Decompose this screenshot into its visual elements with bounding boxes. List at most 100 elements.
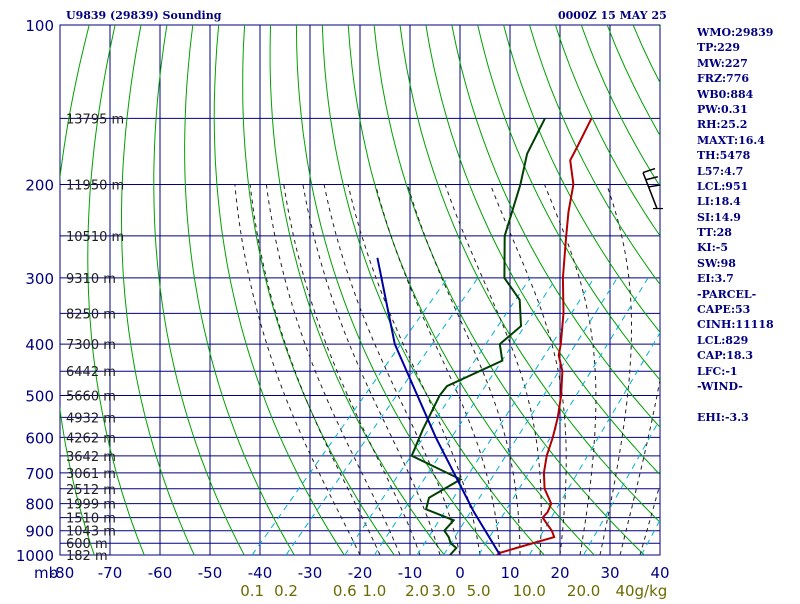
stat-item: FRZ:776 xyxy=(697,71,774,86)
stat-item: SI:14.9 xyxy=(697,210,774,225)
moist-adiabat-line xyxy=(407,185,520,556)
time-label: 0000Z 15 MAY 25 xyxy=(558,9,667,22)
mixing-ratio-label: 3.0 xyxy=(432,582,456,600)
wind-barb-feather xyxy=(649,185,661,187)
dry-adiabat-line xyxy=(154,25,245,555)
moist-adiabat-line xyxy=(490,185,566,556)
dry-adiabat-line xyxy=(122,25,195,555)
stat-item: -WIND- xyxy=(697,379,774,394)
stat-item: TP:229 xyxy=(697,40,774,55)
height-label: 4932 m xyxy=(66,411,116,426)
dry-adiabat-line xyxy=(214,25,344,555)
height-label: 5660 m xyxy=(66,389,116,404)
height-label: 4262 m xyxy=(66,431,116,446)
mixing-ratio-line xyxy=(252,278,447,555)
pressure-tick-label: 200 xyxy=(25,177,54,195)
mixing-ratio-label: 0.6 xyxy=(333,582,357,600)
stat-item xyxy=(697,394,774,409)
height-label: 7300 m xyxy=(66,338,116,353)
stat-item: TT:28 xyxy=(697,225,774,240)
mixing-ratio-line xyxy=(444,278,618,555)
height-label: 6442 m xyxy=(66,365,116,380)
stat-item: PW:0.31 xyxy=(697,102,774,117)
pressure-tick-label: 100 xyxy=(25,17,54,35)
y-unit-label: mb xyxy=(34,564,58,582)
mixing-ratio-label: 0.2 xyxy=(274,582,298,600)
moist-adiabats xyxy=(235,185,772,556)
stat-item: MAXT:16.4 xyxy=(697,133,774,148)
stat-item: CAPE:53 xyxy=(697,302,774,317)
mixing-ratio-label: 1.0 xyxy=(362,582,386,600)
pressure-tick-label: 1000 xyxy=(16,547,54,565)
temperature-tick-label: -60 xyxy=(148,564,173,582)
dry-adiabat-line xyxy=(400,25,694,555)
pressure-tick-label: 700 xyxy=(25,465,54,483)
height-label: 9310 m xyxy=(66,272,116,287)
stat-item: WB0:884 xyxy=(697,87,774,102)
moist-adiabat-line xyxy=(303,185,440,556)
temperature-tick-label: -10 xyxy=(398,564,423,582)
dry-adiabats xyxy=(52,25,800,555)
stat-item: CAP:18.3 xyxy=(697,348,774,363)
height-label: 13795 m xyxy=(66,112,124,127)
dewpoint-trace xyxy=(412,118,545,555)
height-label: 3642 m xyxy=(66,450,116,465)
temperature-tick-label: -20 xyxy=(348,564,373,582)
parcel-trace xyxy=(377,258,500,555)
mixing-ratio-label: 20.0 xyxy=(567,582,600,600)
temperature-tick-label: 30 xyxy=(600,564,619,582)
height-label: 8250 m xyxy=(66,307,116,322)
stat-item: -PARCEL- xyxy=(697,287,774,302)
stat-item: L57:4.7 xyxy=(697,164,774,179)
stat-item: LFC:-1 xyxy=(697,364,774,379)
temperature-tick-label: -70 xyxy=(98,564,123,582)
moist-adiabat-line xyxy=(284,185,420,556)
stat-item: EI:3.7 xyxy=(697,271,774,286)
mixing-ratio-line xyxy=(417,278,594,555)
mixing-ratio-label: 10.0 xyxy=(513,582,546,600)
temperature-tick-label: 0 xyxy=(455,564,465,582)
height-label: 2512 m xyxy=(66,483,116,498)
stat-item: WMO:29839 xyxy=(697,25,774,40)
moist-adiabat-line xyxy=(545,185,596,556)
temperature-tick-label: 20 xyxy=(550,564,569,582)
mixing-ratio-label: 0.1 xyxy=(240,582,264,600)
dry-adiabat-line xyxy=(185,25,295,555)
temperature-tick-label: -50 xyxy=(198,564,223,582)
mixing-ratio-label: 40g/kg xyxy=(615,582,667,600)
mixing-ratio-label: 5.0 xyxy=(467,582,491,600)
height-label: 10510 m xyxy=(66,230,124,245)
height-label: 1999 m xyxy=(66,498,116,513)
stat-item: TH:5478 xyxy=(697,148,774,163)
pressure-tick-label: 500 xyxy=(25,387,54,405)
pressure-tick-label: 600 xyxy=(25,429,54,447)
station-title: U9839 (29839) Sounding xyxy=(66,9,221,22)
stat-item: LCL:829 xyxy=(697,333,774,348)
dry-adiabat-line xyxy=(322,25,544,555)
temperature-tick-label: 40 xyxy=(650,564,669,582)
stat-item: RH:25.2 xyxy=(697,117,774,132)
stat-item: CINH:11118 xyxy=(697,317,774,332)
moist-adiabat-line xyxy=(600,185,632,556)
height-label: 11950 m xyxy=(66,179,124,194)
stat-item: LCL:951 xyxy=(697,179,774,194)
height-label: 3061 m xyxy=(66,467,116,482)
mixing-ratio-line xyxy=(374,278,556,555)
moist-adiabat-line xyxy=(620,185,675,556)
stat-item: LI:18.4 xyxy=(697,194,774,209)
temperature-tick-label: 10 xyxy=(500,564,519,582)
dry-adiabat-line xyxy=(789,25,800,555)
mixing-ratio-line xyxy=(529,278,692,555)
moist-adiabat-line xyxy=(235,185,360,556)
stat-item: EHI:-3.3 xyxy=(697,410,774,425)
stat-item: SW:98 xyxy=(697,256,774,271)
stat-item: MW:227 xyxy=(697,56,774,71)
height-label: 182 m xyxy=(66,549,108,564)
mixing-ratio-label: 2.0 xyxy=(405,582,429,600)
pressure-tick-label: 800 xyxy=(25,496,54,514)
temperature-tick-label: -40 xyxy=(248,564,273,582)
temperature-tick-label: -30 xyxy=(298,564,323,582)
